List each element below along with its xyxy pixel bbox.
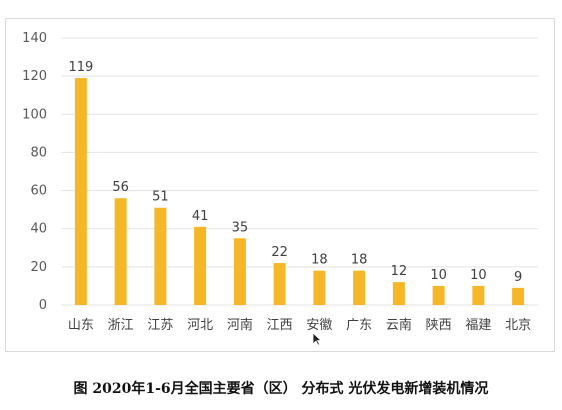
bar-chart: 0 20 40 60 80 100 120 140 119 山东 56 浙江 51 江苏 41 河北 35 河南 2… <box>22 31 538 333</box>
data-label: 10 <box>430 268 447 283</box>
data-label: 12 <box>391 264 408 279</box>
bar <box>353 270 366 305</box>
gridlines <box>61 37 538 306</box>
x-tick-label: 江西 <box>267 318 293 333</box>
data-label: 35 <box>232 220 249 235</box>
x-tick-label: 浙江 <box>108 318 134 333</box>
x-tick-label: 广东 <box>346 318 372 333</box>
data-label: 22 <box>271 245 288 260</box>
data-label: 51 <box>152 190 169 205</box>
bar <box>472 285 485 305</box>
bar <box>114 198 127 305</box>
bars <box>74 78 525 305</box>
bar <box>273 263 286 305</box>
y-tick-label: 60 <box>30 184 47 199</box>
bar <box>313 270 326 305</box>
bar <box>432 285 445 305</box>
data-label: 9 <box>514 270 522 285</box>
y-tick-label: 0 <box>39 298 47 313</box>
y-tick-label: 140 <box>22 31 47 46</box>
labels: 0 20 40 60 80 100 120 140 119 山东 56 浙江 51 江苏 41 河北 35 河南 2… <box>22 31 531 333</box>
data-label: 119 <box>68 60 93 75</box>
data-label: 56 <box>112 180 129 195</box>
data-label: 18 <box>311 253 328 268</box>
data-label: 10 <box>470 268 487 283</box>
y-tick-label: 20 <box>30 260 47 275</box>
x-tick-label: 云南 <box>386 317 412 333</box>
mouse-cursor-icon <box>312 332 322 346</box>
data-label: 41 <box>192 209 209 224</box>
bar <box>512 287 525 305</box>
bar <box>233 238 246 305</box>
data-label: 18 <box>351 253 368 268</box>
bar <box>194 226 207 305</box>
figure-caption: 图 2020年1-6月全国主要省（区） 分布式 光伏发电新增装机情况 <box>73 381 489 397</box>
chart-frame: 0 20 40 60 80 100 120 140 119 山东 56 浙江 51 江苏 41 河北 35 河南 2… <box>5 18 555 352</box>
x-tick-label: 河北 <box>187 318 213 333</box>
bar <box>154 207 167 305</box>
x-tick-label: 山东 <box>68 318 94 333</box>
x-tick-label: 江苏 <box>147 317 173 333</box>
x-tick-label: 北京 <box>505 318 531 333</box>
bar <box>392 282 405 305</box>
x-tick-label: 安徽 <box>306 318 332 333</box>
y-tick-label: 120 <box>22 69 47 84</box>
x-tick-label: 福建 <box>465 318 491 333</box>
x-tick-label: 陕西 <box>426 318 452 333</box>
x-tick-label: 河南 <box>227 317 253 333</box>
y-tick-label: 40 <box>30 222 47 237</box>
y-tick-label: 80 <box>30 145 47 160</box>
y-tick-label: 100 <box>22 107 47 122</box>
bar <box>74 78 87 305</box>
